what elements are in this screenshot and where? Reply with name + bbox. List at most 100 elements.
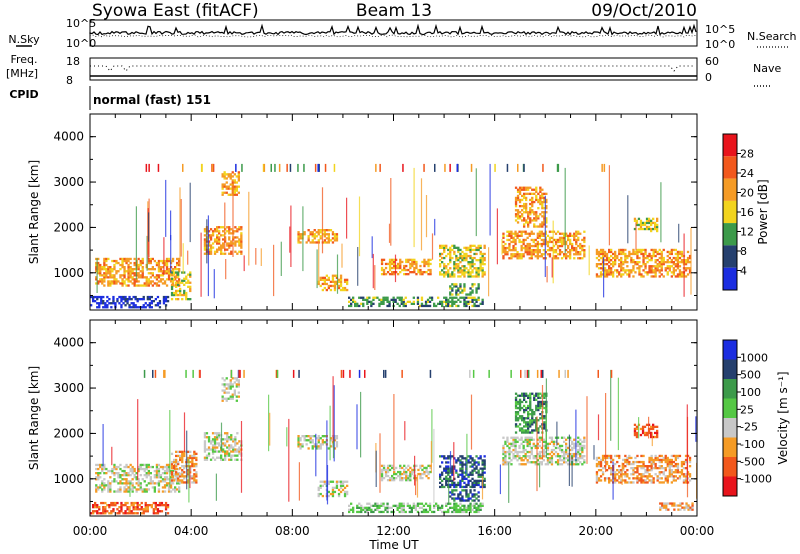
- echo-cell: [240, 252, 243, 255]
- echo-cell: [400, 510, 403, 514]
- echo-cell: [610, 454, 613, 458]
- echo-cell: [558, 253, 562, 256]
- echo-cell: [567, 457, 570, 460]
- echo-cell: [331, 480, 335, 483]
- echo-cell: [459, 497, 462, 500]
- echo-cell: [543, 211, 546, 214]
- echo-cell: [167, 482, 171, 485]
- echo-cell: [536, 240, 539, 244]
- echo-cell: [524, 457, 527, 460]
- echo-cell: [95, 257, 98, 261]
- echo-cell: [227, 383, 230, 386]
- echo-cell: [137, 484, 140, 487]
- echo-cell: [463, 283, 466, 286]
- echo-cell: [384, 506, 387, 509]
- echo-cell: [177, 283, 180, 286]
- echo-cell: [97, 266, 100, 269]
- echo-cell: [523, 194, 526, 198]
- echo-cell: [463, 296, 466, 299]
- echo-cell: [514, 423, 518, 426]
- echo-cell: [407, 268, 410, 272]
- echo-cell: [124, 510, 127, 513]
- echo-cell: [183, 289, 186, 293]
- echo-cell: [189, 454, 192, 458]
- echo-cell: [113, 465, 116, 469]
- echo-cell: [453, 508, 456, 511]
- echo-cell: [622, 261, 625, 264]
- echo-cell: [660, 265, 663, 268]
- echo-cell: [636, 250, 639, 254]
- echo-cell: [327, 235, 330, 238]
- echo-cell: [443, 467, 446, 470]
- echo-cell: [238, 244, 241, 247]
- echo-cell: [237, 171, 240, 174]
- echo-cell: [138, 306, 141, 309]
- echo-cell: [558, 459, 562, 462]
- echo-cell: [528, 455, 531, 458]
- echo-cell: [157, 480, 161, 483]
- echo-cell: [429, 268, 432, 272]
- echo-cell: [610, 458, 613, 462]
- nsearch-tick-low: 10^0: [705, 38, 735, 51]
- echo-cell: [577, 459, 580, 462]
- echo-cell: [175, 293, 178, 297]
- echo-cell: [644, 256, 647, 260]
- echo-cell: [235, 189, 238, 192]
- echo-cell: [514, 450, 517, 454]
- echo-cell: [571, 249, 574, 252]
- echo-cell: [156, 508, 160, 511]
- echo-cell: [597, 250, 601, 254]
- echo-cell: [675, 504, 678, 507]
- echo-cell: [107, 276, 110, 279]
- echo-cell: [109, 476, 112, 479]
- echo-cell: [548, 238, 552, 242]
- echo-cell: [543, 198, 546, 202]
- echo-cell: [453, 273, 456, 276]
- echo-cell: [165, 463, 169, 467]
- echo-cell: [229, 175, 232, 178]
- echo-cell: [94, 506, 97, 509]
- echo-cell: [521, 215, 524, 218]
- echo-cell: [567, 446, 570, 450]
- echo-cell: [123, 486, 126, 489]
- echo-cell: [469, 457, 472, 460]
- echo-cell: [512, 240, 515, 244]
- echo-cell: [445, 246, 448, 249]
- echo-cell: [141, 490, 144, 493]
- echo-cell: [664, 460, 667, 464]
- echo-streak: [375, 163, 377, 172]
- echo-cell: [637, 227, 641, 231]
- echo-cell: [439, 475, 442, 478]
- echo-cell: [147, 469, 150, 473]
- echo-cell: [449, 287, 452, 290]
- echo-cell: [514, 404, 518, 408]
- echo-cell: [113, 490, 116, 493]
- echo-cell: [439, 473, 442, 476]
- echo-cell: [506, 461, 509, 464]
- date-title: 09/Oct/2010: [591, 1, 697, 21]
- echo-cell: [152, 300, 155, 303]
- echo-cell: [554, 240, 558, 244]
- echo-streak: [542, 163, 544, 172]
- echo-cell: [382, 271, 386, 274]
- echo-cell: [237, 383, 240, 386]
- echo-cell: [125, 480, 128, 483]
- echo-cell: [469, 479, 472, 482]
- echo-cell: [95, 261, 98, 265]
- echo-cell: [537, 419, 540, 422]
- echo-cell: [684, 454, 688, 458]
- echo-cell: [483, 485, 486, 489]
- echo-cell: [614, 475, 617, 478]
- echo-cell: [130, 504, 133, 507]
- echo-cell: [144, 306, 147, 309]
- echo-cell: [639, 221, 643, 225]
- echo-cell: [531, 219, 534, 222]
- echo-cell: [471, 244, 474, 247]
- echo-cell: [129, 469, 132, 473]
- echo-cell: [455, 256, 458, 260]
- echo-cell: [469, 508, 472, 511]
- echo-cell: [523, 396, 526, 399]
- echo-cell: [475, 471, 478, 474]
- echo-cell: [652, 477, 655, 480]
- echo-cell: [548, 452, 552, 456]
